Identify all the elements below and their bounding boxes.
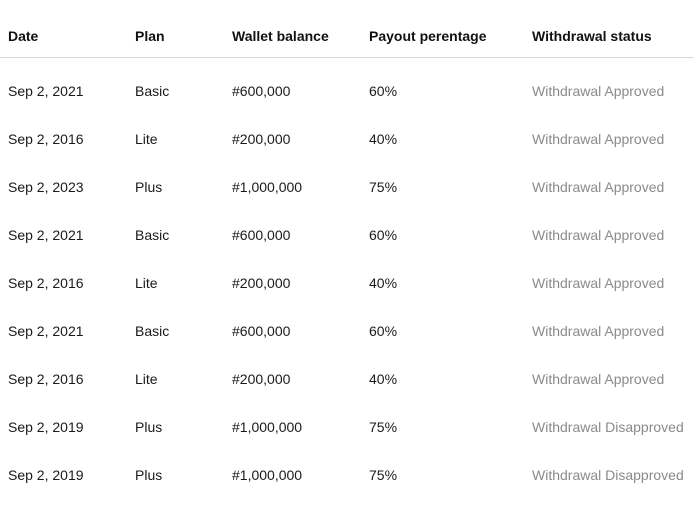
table-body: Sep 2, 2021 Basic #600,000 60% Withdrawal Ap… bbox=[0, 65, 694, 497]
cell-wallet-balance: #200,000 bbox=[232, 371, 291, 387]
cell-plan: Lite bbox=[135, 131, 158, 147]
cell-wallet-balance: #1,000,000 bbox=[232, 179, 303, 195]
cell-withdrawal-status: Withdrawal Approved bbox=[532, 371, 665, 387]
table-row: Sep 2, 2021 Basic #600,000 60% Withdrawal Ap… bbox=[0, 65, 694, 113]
table-row: Sep 2, 2021 Basic #600,000 60% Withdrawal Ap… bbox=[0, 209, 694, 257]
cell-plan: Plus bbox=[135, 419, 163, 435]
cell-withdrawal-status: Withdrawal Disapproved bbox=[532, 419, 684, 435]
table-row: Sep 2, 2016 Lite #200,000 40% Withdrawal App… bbox=[0, 113, 694, 161]
cell-withdrawal-status: Withdrawal Disapproved bbox=[532, 467, 684, 483]
cell-withdrawal-status: Withdrawal Approved bbox=[532, 179, 665, 195]
cell-payout-percentage: 40% bbox=[369, 275, 398, 291]
cell-withdrawal-status: Withdrawal Approved bbox=[532, 131, 665, 147]
cell-date: Sep 2, 2021 bbox=[8, 227, 84, 243]
cell-payout-percentage: 75% bbox=[369, 467, 398, 483]
cell-payout-percentage: 40% bbox=[369, 371, 398, 387]
cell-date: Sep 2, 2023 bbox=[8, 179, 84, 195]
cell-date: Sep 2, 2021 bbox=[8, 323, 84, 339]
cell-plan: Basic bbox=[135, 323, 170, 339]
cell-date: Sep 2, 2019 bbox=[8, 419, 84, 435]
cell-date: Sep 2, 2021 bbox=[8, 83, 84, 99]
table-row: Sep 2, 2016 Lite #200,000 40% Withdrawal App… bbox=[0, 353, 694, 401]
table-row: Sep 2, 2023 Plus #1,000,000 75% Withdrawal A… bbox=[0, 161, 694, 209]
cell-plan: Lite bbox=[135, 371, 158, 387]
cell-withdrawal-status: Withdrawal Approved bbox=[532, 323, 665, 339]
table-row: Sep 2, 2019 Plus #1,000,000 75% Withdrawal D… bbox=[0, 449, 694, 497]
cell-payout-percentage: 60% bbox=[369, 323, 398, 339]
cell-wallet-balance: #600,000 bbox=[232, 227, 291, 243]
cell-payout-percentage: 60% bbox=[369, 227, 398, 243]
cell-wallet-balance: #200,000 bbox=[232, 275, 291, 291]
cell-payout-percentage: 40% bbox=[369, 131, 398, 147]
column-header-plan: Plan bbox=[135, 28, 165, 44]
cell-wallet-balance: #1,000,000 bbox=[232, 467, 303, 483]
cell-payout-percentage: 60% bbox=[369, 83, 398, 99]
cell-withdrawal-status: Withdrawal Approved bbox=[532, 275, 665, 291]
table-row: Sep 2, 2021 Basic #600,000 60% Withdrawal Ap… bbox=[0, 305, 694, 353]
cell-withdrawal-status: Withdrawal Approved bbox=[532, 227, 665, 243]
cell-date: Sep 2, 2016 bbox=[8, 131, 84, 147]
cell-plan: Lite bbox=[135, 275, 158, 291]
cell-wallet-balance: #200,000 bbox=[232, 131, 291, 147]
cell-wallet-balance: #600,000 bbox=[232, 83, 291, 99]
column-header-date: Date bbox=[8, 28, 39, 44]
column-header-wallet-balance: Wallet balance bbox=[232, 28, 329, 44]
cell-plan: Plus bbox=[135, 467, 163, 483]
table-header-row: Date Plan Wallet balance Payout perentag… bbox=[0, 0, 694, 58]
cell-payout-percentage: 75% bbox=[369, 419, 398, 435]
cell-date: Sep 2, 2016 bbox=[8, 275, 84, 291]
table-row: Sep 2, 2019 Plus #1,000,000 75% Withdrawal D… bbox=[0, 401, 694, 449]
cell-date: Sep 2, 2016 bbox=[8, 371, 84, 387]
cell-withdrawal-status: Withdrawal Approved bbox=[532, 83, 665, 99]
table-row: Sep 2, 2016 Lite #200,000 40% Withdrawal App… bbox=[0, 257, 694, 305]
cell-plan: Plus bbox=[135, 179, 163, 195]
column-header-withdrawal-status: Withdrawal status bbox=[532, 28, 652, 44]
column-header-payout-percentage: Payout perentage bbox=[369, 28, 487, 44]
cell-payout-percentage: 75% bbox=[369, 179, 398, 195]
cell-wallet-balance: #1,000,000 bbox=[232, 419, 303, 435]
cell-plan: Basic bbox=[135, 227, 170, 243]
cell-date: Sep 2, 2019 bbox=[8, 467, 84, 483]
cell-plan: Basic bbox=[135, 83, 170, 99]
cell-wallet-balance: #600,000 bbox=[232, 323, 291, 339]
